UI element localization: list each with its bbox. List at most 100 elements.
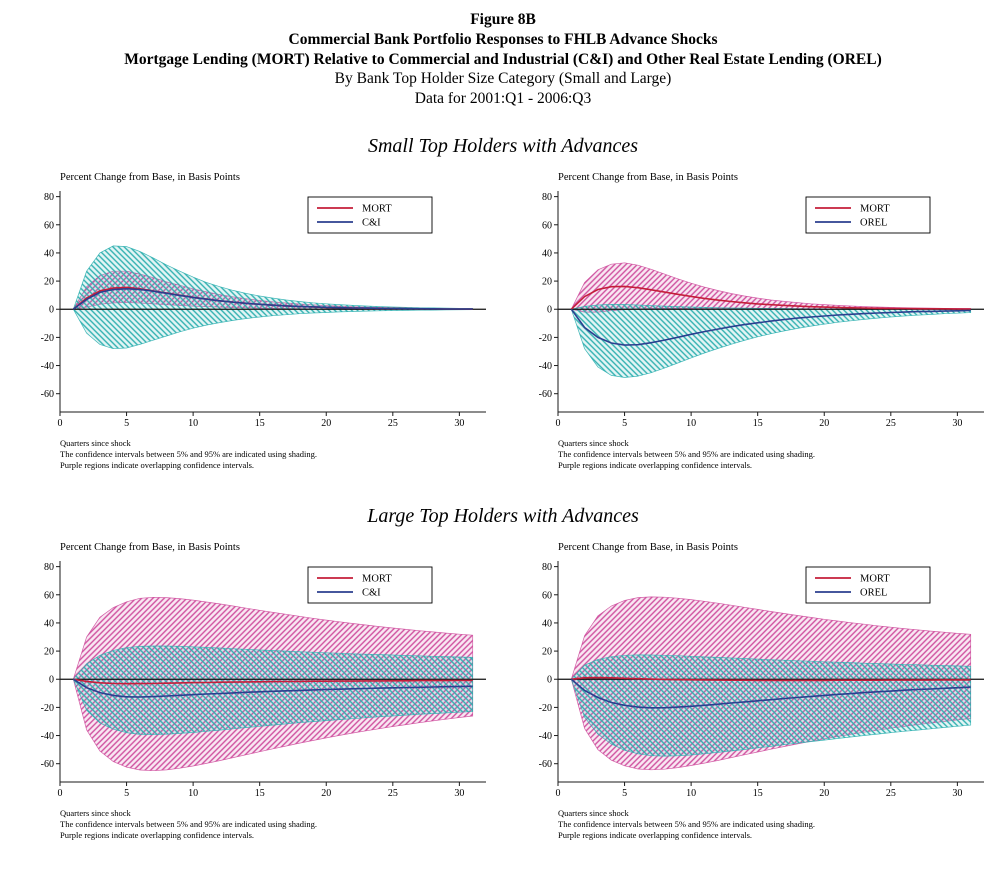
legend-box <box>805 196 931 234</box>
series-line-C&I <box>72 678 473 699</box>
x-tick-label: 30 <box>454 788 464 799</box>
footnote-purple: Purple regions indicate overlapping conf… <box>60 830 255 841</box>
footnote-purple: Purple regions indicate overlapping conf… <box>558 460 753 471</box>
y-tick-label: 60 <box>542 591 552 602</box>
section-heading-large: Large Top Holders with Advances <box>367 505 639 528</box>
confidence-band-C&I <box>72 245 474 350</box>
x-tick-label: 15 <box>753 788 763 799</box>
x-tick-label: 30 <box>454 418 464 429</box>
footnote-xlabel: Quarters since shock <box>558 438 629 449</box>
y-tick-label: 20 <box>542 647 552 658</box>
axis-title: Percent Change from Base, in Basis Point… <box>558 172 738 184</box>
figure-data-range: Data for 2001:Q1 - 2006:Q3 <box>414 90 592 108</box>
footnote-shading: The confidence intervals between 5% and … <box>558 449 816 460</box>
series-line-MORT <box>571 677 971 682</box>
axis-title: Percent Change from Base, in Basis Point… <box>60 542 240 554</box>
y-tick-label: 80 <box>542 562 552 573</box>
series-line-C&I <box>72 288 473 310</box>
x-tick-label: 0 <box>556 418 561 429</box>
y-tick-label: 40 <box>542 249 552 260</box>
confidence-band-OREL <box>570 304 972 378</box>
legend-label-MORT: MORT <box>362 204 392 215</box>
chart-footnotes: Quarters since shock The confidence inte… <box>60 438 496 471</box>
y-tick-label: -20 <box>41 333 54 344</box>
footnote-shading: The confidence intervals between 5% and … <box>60 819 318 830</box>
x-tick-label: 10 <box>188 418 198 429</box>
legend-label-OREL: OREL <box>860 218 887 229</box>
x-tick-label: 20 <box>321 418 331 429</box>
legend-label-MORT: MORT <box>860 574 890 585</box>
figure-title-block: Figure 8B Commercial Bank Portfolio Resp… <box>0 0 1006 109</box>
x-tick-label: 5 <box>622 418 627 429</box>
y-tick-label: 80 <box>542 192 552 203</box>
legend-box <box>307 196 433 234</box>
y-tick-label: 0 <box>547 675 552 686</box>
chart-large-mort-vs-orel: Percent Change from Base, in Basis Point… <box>524 542 994 841</box>
x-tick-label: 25 <box>886 418 896 429</box>
x-tick-label: 15 <box>753 418 763 429</box>
y-tick-label: 0 <box>49 675 54 686</box>
footnote-purple: Purple regions indicate overlapping conf… <box>558 830 753 841</box>
x-tick-label: 5 <box>622 788 627 799</box>
chart-small-mort-vs-orel: Percent Change from Base, in Basis Point… <box>524 172 994 471</box>
y-tick-label: 40 <box>542 619 552 630</box>
x-tick-label: 30 <box>952 788 962 799</box>
y-tick-label: -20 <box>539 703 552 714</box>
y-tick-label: -40 <box>41 731 54 742</box>
chart-row-large: Percent Change from Base, in Basis Point… <box>0 542 1006 841</box>
y-tick-label: 20 <box>542 277 552 288</box>
chart-canvas-small-mort-ci: -60 -40 -20 0 20 40 60 80 0 5 10 15 20 25 30 MORT C&I <box>41 191 486 429</box>
section-large-top-holders: Large Top Holders with Advances Percent … <box>0 505 1006 841</box>
y-tick-label: -20 <box>539 333 552 344</box>
legend-label-OREL: OREL <box>860 588 887 599</box>
series-line-MORT <box>73 678 473 685</box>
x-tick-label: 20 <box>819 788 829 799</box>
chart-footnotes: Quarters since shock The confidence inte… <box>60 808 496 841</box>
legend-label-MORT: MORT <box>860 204 890 215</box>
y-tick-label: -60 <box>539 759 552 770</box>
legend-label-C&I: C&I <box>362 218 381 229</box>
chart-canvas-large-mort-orel: -60 -40 -20 0 20 40 60 80 0 5 10 15 20 25 30 MORT OREL <box>539 561 984 799</box>
x-tick-label: 25 <box>886 788 896 799</box>
y-tick-label: 80 <box>44 562 54 573</box>
axis-title: Percent Change from Base, in Basis Point… <box>60 172 240 184</box>
x-tick-label: 20 <box>321 788 331 799</box>
chart-large-mort-vs-ci: Percent Change from Base, in Basis Point… <box>26 542 496 841</box>
y-tick-label: 60 <box>44 220 54 231</box>
series-line-OREL <box>570 308 971 347</box>
figure-main-title: Commercial Bank Portfolio Responses to F… <box>288 30 718 48</box>
y-tick-label: -40 <box>539 361 552 372</box>
legend-label-C&I: C&I <box>362 588 381 599</box>
footnote-xlabel: Quarters since shock <box>60 808 131 819</box>
figure-number: Figure 8B <box>470 11 536 28</box>
legend-box <box>805 566 931 604</box>
x-tick-label: 30 <box>952 418 962 429</box>
figure-category-line: By Bank Top Holder Size Category (Small … <box>334 70 672 88</box>
y-tick-label: 20 <box>44 647 54 658</box>
footnote-xlabel: Quarters since shock <box>558 808 629 819</box>
x-tick-label: 15 <box>255 788 265 799</box>
x-tick-label: 0 <box>556 788 561 799</box>
x-tick-label: 10 <box>686 418 696 429</box>
y-tick-label: 20 <box>44 277 54 288</box>
legend-label-MORT: MORT <box>362 574 392 585</box>
confidence-band-C&I <box>72 645 474 736</box>
axis-title: Percent Change from Base, in Basis Point… <box>558 542 738 554</box>
footnote-shading: The confidence intervals between 5% and … <box>558 819 816 830</box>
x-tick-label: 0 <box>58 788 63 799</box>
x-tick-label: 5 <box>124 418 129 429</box>
chart-row-small: Percent Change from Base, in Basis Point… <box>0 172 1006 471</box>
x-tick-label: 20 <box>819 418 829 429</box>
chart-small-mort-vs-ci: Percent Change from Base, in Basis Point… <box>26 172 496 471</box>
x-tick-label: 10 <box>686 788 696 799</box>
footnote-shading: The confidence intervals between 5% and … <box>60 449 318 460</box>
y-tick-label: 60 <box>44 591 54 602</box>
y-tick-label: -20 <box>41 703 54 714</box>
x-tick-label: 25 <box>388 788 398 799</box>
y-tick-label: 40 <box>44 249 54 260</box>
y-tick-label: -60 <box>539 389 552 400</box>
series-line-OREL <box>570 678 971 709</box>
y-tick-label: 0 <box>49 305 54 316</box>
y-tick-label: -40 <box>41 361 54 372</box>
